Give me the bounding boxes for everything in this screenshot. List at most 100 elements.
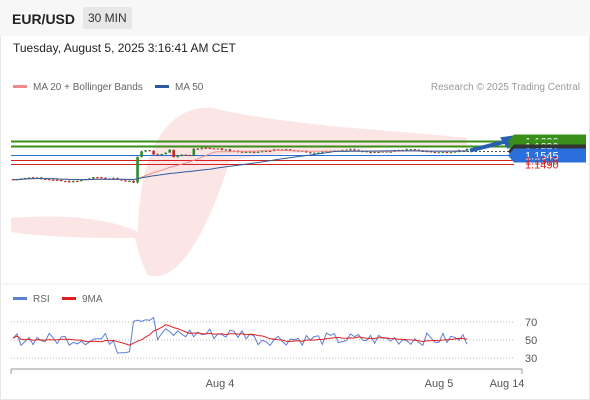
forecast-arrow-shaft bbox=[469, 139, 507, 153]
candle-body bbox=[148, 150, 151, 152]
candle-body bbox=[260, 151, 264, 153]
candle-body bbox=[309, 152, 312, 154]
ma50-legend-swatch bbox=[155, 85, 169, 88]
candle-body bbox=[188, 154, 192, 156]
candle-body bbox=[264, 151, 268, 153]
candle-body bbox=[168, 149, 171, 153]
timeframe-badge[interactable]: 30 MIN bbox=[83, 7, 132, 29]
candle-body bbox=[200, 147, 204, 149]
candle-body bbox=[445, 152, 449, 154]
candle-body bbox=[268, 151, 272, 153]
candle-body bbox=[220, 148, 224, 150]
candle-body bbox=[377, 152, 380, 154]
moving-averages bbox=[12, 149, 468, 181]
candle-body bbox=[248, 151, 252, 153]
candle-body bbox=[228, 149, 232, 152]
candle-body bbox=[100, 177, 103, 179]
candle-body bbox=[385, 151, 388, 153]
candle-body bbox=[224, 149, 228, 151]
candle-body bbox=[144, 150, 147, 152]
candle-body bbox=[212, 148, 216, 150]
rsi-tick-30: 30 bbox=[525, 353, 537, 365]
candle-body bbox=[63, 181, 67, 183]
pair-label: EUR/USD bbox=[12, 11, 76, 27]
credit-label: Research © 2025 Trading Central bbox=[431, 82, 580, 93]
candle-body bbox=[204, 147, 208, 149]
rsi-tick-70: 70 bbox=[525, 317, 537, 329]
candle-body bbox=[433, 152, 437, 154]
candle-body bbox=[132, 180, 135, 183]
candle-body bbox=[51, 179, 55, 181]
candle-body bbox=[256, 151, 260, 153]
candle-body bbox=[96, 177, 99, 179]
candle-body bbox=[345, 149, 348, 151]
candle-body bbox=[59, 180, 63, 182]
level-label-1.1515: 1.1515 bbox=[525, 156, 559, 168]
candle-body bbox=[276, 149, 280, 151]
candle-body bbox=[437, 152, 441, 154]
rsi-panel: 70 50 30 bbox=[11, 316, 537, 365]
candle-body bbox=[92, 177, 95, 179]
x-tick-aug5: Aug 5 bbox=[425, 378, 454, 390]
candle-body bbox=[11, 179, 15, 181]
timestamp: Tuesday, August 5, 2025 3:16:41 AM CET bbox=[13, 41, 236, 55]
candle-body bbox=[373, 152, 376, 154]
candle-body bbox=[240, 151, 244, 153]
ma9-legend-swatch bbox=[62, 297, 76, 300]
level-tag-text-1.1545: 1.1545 bbox=[525, 151, 559, 163]
candle-body bbox=[208, 147, 212, 149]
bollinger-band-area bbox=[11, 107, 467, 277]
candle-body bbox=[192, 148, 196, 156]
candle-body bbox=[381, 151, 384, 153]
candle-body bbox=[317, 152, 320, 154]
rsi-line bbox=[12, 316, 468, 354]
level-label-1.1490: 1.1490 bbox=[525, 160, 559, 172]
candle-body bbox=[252, 151, 256, 153]
candle-body bbox=[313, 152, 316, 154]
candle-body bbox=[425, 151, 429, 153]
candle-body bbox=[413, 149, 417, 151]
level-tag-pointer-1.1545 bbox=[508, 148, 514, 163]
candle-body bbox=[321, 151, 324, 153]
candle-body bbox=[80, 179, 83, 182]
x-tick-aug14: Aug 14 bbox=[490, 378, 525, 390]
candle-body bbox=[288, 149, 292, 151]
candle-body bbox=[55, 179, 59, 181]
price-levels bbox=[11, 140, 514, 165]
candle-body bbox=[353, 149, 356, 151]
candle-body bbox=[47, 179, 51, 181]
candle-body bbox=[361, 151, 364, 153]
candle-body bbox=[176, 155, 180, 158]
candle-body bbox=[156, 154, 159, 156]
rsi-legend-label: RSI bbox=[33, 294, 50, 305]
candle-body bbox=[140, 151, 143, 157]
candle-body bbox=[31, 177, 35, 179]
candle-body bbox=[27, 177, 31, 179]
candle-body bbox=[441, 152, 445, 154]
candle-body bbox=[104, 177, 107, 180]
candle-body bbox=[465, 149, 469, 151]
candle-body bbox=[341, 149, 344, 151]
candle-body bbox=[349, 149, 352, 151]
candle-body bbox=[67, 181, 71, 183]
ma20-legend-swatch bbox=[13, 85, 27, 88]
candle-body bbox=[124, 180, 127, 182]
candle-body bbox=[180, 154, 184, 156]
bollinger-area bbox=[11, 107, 467, 277]
candle-body bbox=[160, 153, 163, 156]
candle-body bbox=[284, 149, 288, 151]
chart-header: EUR/USD 30 MIN bbox=[0, 0, 590, 36]
candle-body bbox=[152, 150, 155, 155]
candle-body bbox=[304, 151, 308, 153]
candle-body bbox=[43, 178, 47, 180]
candle-body bbox=[409, 149, 413, 151]
candle-body bbox=[389, 151, 392, 153]
candle-body bbox=[196, 148, 200, 150]
ma20-legend-label: MA 20 + Bollinger Bands bbox=[33, 82, 143, 93]
level-tag-1.1545 bbox=[514, 148, 586, 163]
candle-body bbox=[216, 148, 220, 150]
candle-body bbox=[449, 152, 453, 154]
forecast-arrow bbox=[469, 135, 514, 153]
